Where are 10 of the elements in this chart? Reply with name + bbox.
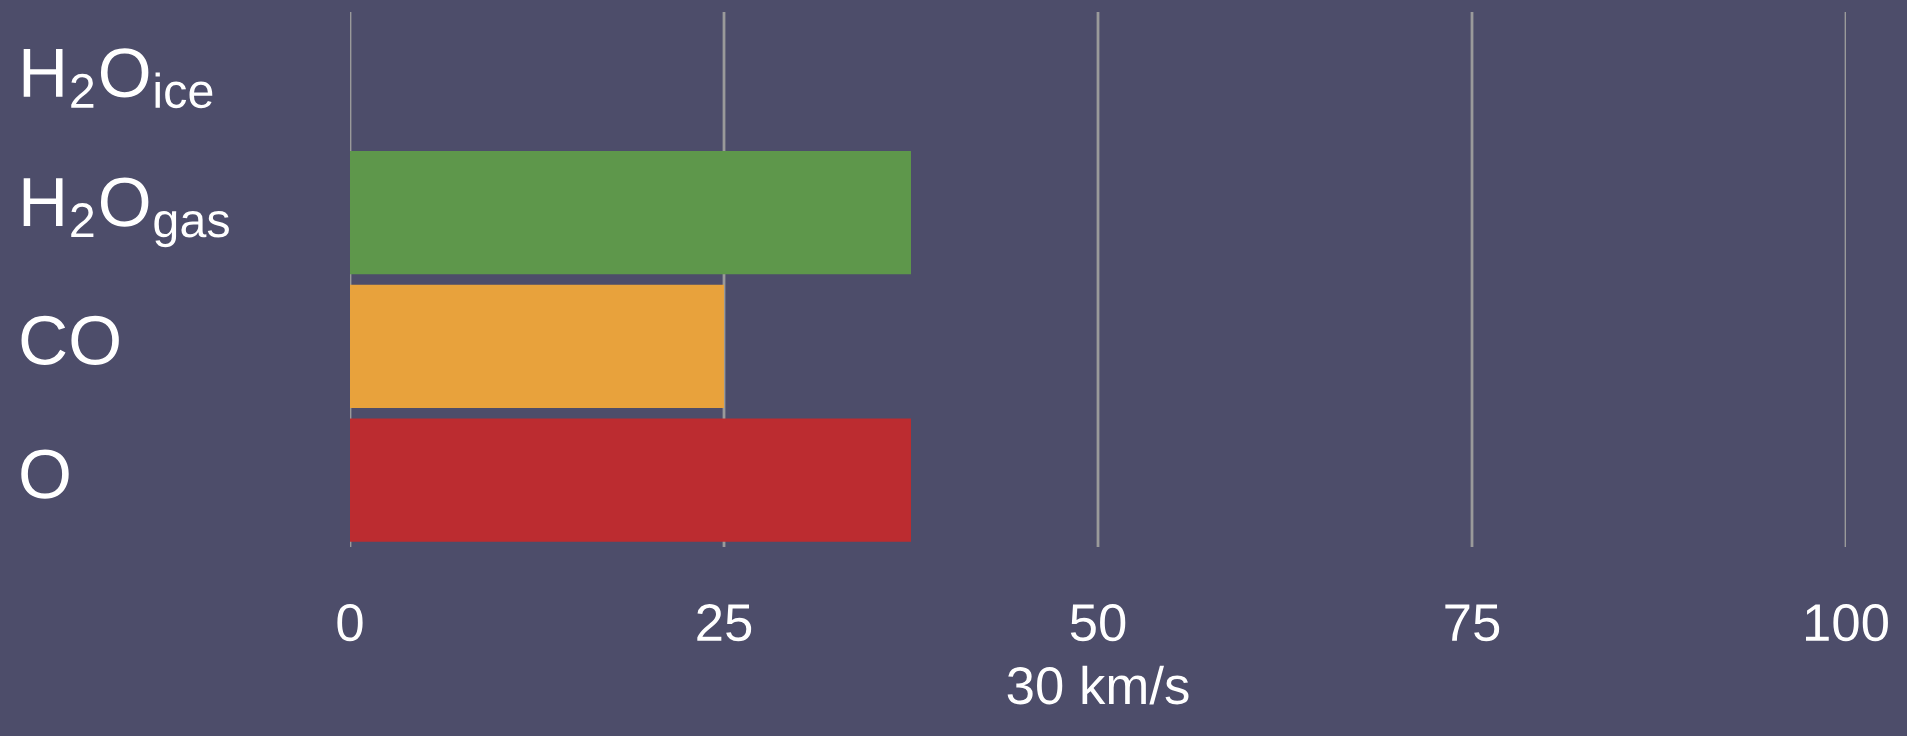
x-tick-label: 75 (1445, 604, 1500, 642)
x-axis-title: 30 km/s (1007, 665, 1189, 705)
y-tick-label: CO (21, 315, 119, 366)
y-tick-label: H$_{2}$O$_{ice}$ (23, 48, 213, 109)
y-tick-label: O (21, 449, 69, 499)
x-tick-label: 25 (697, 603, 752, 642)
x-tick-label: 100 (1806, 603, 1888, 642)
x-tick-label: 50 (1070, 603, 1126, 642)
x-tick-label: 0 (337, 603, 363, 642)
y-tick-label: H$_{2}$O$_{gas}$ (23, 177, 229, 248)
